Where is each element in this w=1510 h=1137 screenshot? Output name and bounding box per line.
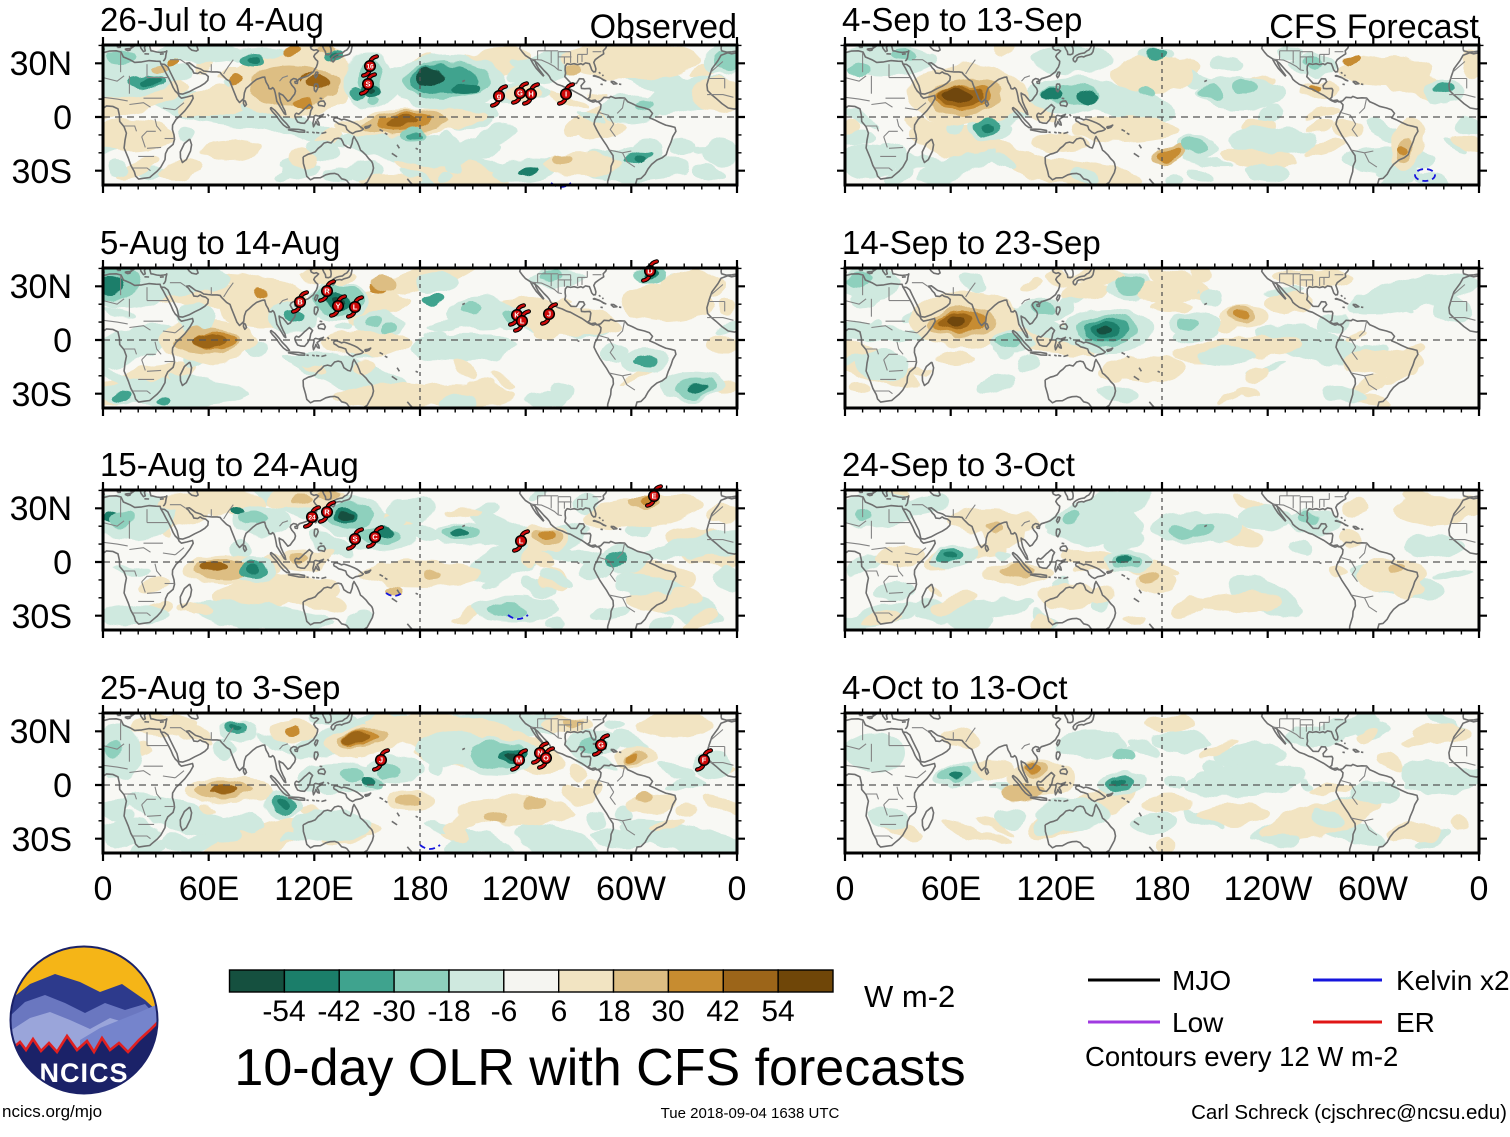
svg-text:-18: -18: [427, 995, 470, 1028]
svg-text:15-Aug to 24-Aug: 15-Aug to 24-Aug: [100, 446, 359, 483]
svg-text:5-Aug to 14-Aug: 5-Aug to 14-Aug: [100, 224, 340, 261]
svg-text:60W: 60W: [596, 870, 666, 908]
svg-text:0: 0: [53, 99, 72, 137]
svg-text:18: 18: [597, 995, 630, 1028]
svg-text:30N: 30N: [10, 268, 72, 306]
svg-text:NCICS: NCICS: [39, 1058, 128, 1088]
svg-text:B: B: [297, 298, 303, 307]
svg-text:30S: 30S: [12, 598, 73, 636]
svg-text:0: 0: [53, 322, 72, 360]
svg-text:120W: 120W: [482, 870, 571, 908]
svg-text:26-Jul to 4-Aug: 26-Jul to 4-Aug: [100, 1, 324, 38]
svg-text:30N: 30N: [10, 45, 72, 83]
svg-text:N: N: [537, 749, 542, 758]
svg-text:C: C: [372, 533, 378, 542]
svg-text:-30: -30: [372, 995, 415, 1028]
svg-text:I: I: [565, 90, 567, 99]
svg-text:120E: 120E: [1016, 870, 1095, 908]
svg-text:R: R: [324, 508, 330, 517]
svg-text:120E: 120E: [274, 870, 353, 908]
svg-text:16: 16: [366, 63, 374, 70]
svg-text:ER: ER: [1396, 1007, 1435, 1038]
svg-text:6: 6: [551, 995, 568, 1028]
svg-text:Contours every 12 W m-2: Contours every 12 W m-2: [1085, 1041, 1398, 1072]
svg-text:-42: -42: [317, 995, 360, 1028]
svg-text:54: 54: [761, 995, 794, 1028]
svg-text:F: F: [702, 756, 707, 765]
svg-text:G: G: [598, 741, 604, 750]
svg-text:D: D: [647, 267, 653, 276]
svg-text:MJO: MJO: [1172, 965, 1231, 996]
svg-text:g: g: [497, 92, 502, 101]
svg-text:Y: Y: [335, 302, 340, 311]
svg-text:K: K: [514, 311, 520, 320]
svg-text:4-Sep to 13-Sep: 4-Sep to 13-Sep: [842, 1, 1082, 38]
svg-text:180: 180: [1134, 870, 1191, 908]
svg-text:L: L: [520, 317, 525, 326]
svg-text:30S: 30S: [12, 376, 73, 414]
svg-text:120W: 120W: [1224, 870, 1313, 908]
svg-text:Kelvin x2: Kelvin x2: [1396, 965, 1510, 996]
svg-text:-54: -54: [262, 995, 305, 1028]
svg-text:60W: 60W: [1338, 870, 1408, 908]
svg-text:J: J: [547, 310, 551, 319]
svg-text:CFS Forecast: CFS Forecast: [1269, 8, 1479, 46]
svg-text:60E: 60E: [179, 870, 240, 908]
svg-text:24-Sep to 3-Oct: 24-Sep to 3-Oct: [842, 446, 1075, 483]
svg-text:0: 0: [53, 544, 72, 582]
svg-text:ncics.org/mjo: ncics.org/mjo: [2, 1102, 102, 1121]
svg-text:0: 0: [836, 870, 855, 908]
svg-text:42: 42: [706, 995, 739, 1028]
svg-text:R: R: [324, 287, 330, 296]
svg-text:S: S: [352, 535, 357, 544]
svg-text:M: M: [516, 756, 522, 765]
svg-text:0: 0: [728, 870, 747, 908]
svg-text:H: H: [528, 90, 533, 99]
svg-text:30N: 30N: [10, 713, 72, 751]
svg-text:G: G: [517, 89, 523, 98]
svg-text:0: 0: [53, 767, 72, 805]
svg-text:4-Oct to 13-Oct: 4-Oct to 13-Oct: [842, 669, 1068, 706]
svg-text:Tue 2018-09-04 1638 UTC: Tue 2018-09-04 1638 UTC: [661, 1105, 840, 1122]
svg-text:0: 0: [94, 870, 113, 908]
svg-text:180: 180: [392, 870, 449, 908]
svg-text:24: 24: [308, 514, 316, 521]
svg-text:60E: 60E: [921, 870, 982, 908]
svg-text:J: J: [379, 756, 383, 765]
svg-text:W m-2: W m-2: [864, 979, 955, 1014]
svg-text:Observed: Observed: [590, 8, 737, 46]
svg-text:10-day OLR with CFS forecasts: 10-day OLR with CFS forecasts: [234, 1039, 965, 1097]
svg-text:O: O: [543, 754, 549, 763]
svg-text:30: 30: [651, 995, 684, 1028]
svg-text:30N: 30N: [10, 490, 72, 528]
svg-text:L: L: [353, 303, 358, 312]
svg-text:0: 0: [1470, 870, 1489, 908]
svg-text:E: E: [651, 492, 656, 501]
svg-text:L: L: [519, 537, 524, 546]
svg-text:S: S: [365, 80, 370, 89]
svg-text:Low: Low: [1172, 1007, 1224, 1038]
svg-text:30S: 30S: [12, 153, 73, 191]
svg-text:25-Aug to 3-Sep: 25-Aug to 3-Sep: [100, 669, 340, 706]
svg-text:14-Sep to 23-Sep: 14-Sep to 23-Sep: [842, 224, 1101, 261]
svg-text:Carl Schreck (cjschrec@ncsu.ed: Carl Schreck (cjschrec@ncsu.edu): [1191, 1101, 1507, 1124]
svg-text:-6: -6: [491, 995, 518, 1028]
svg-text:30S: 30S: [12, 821, 73, 859]
